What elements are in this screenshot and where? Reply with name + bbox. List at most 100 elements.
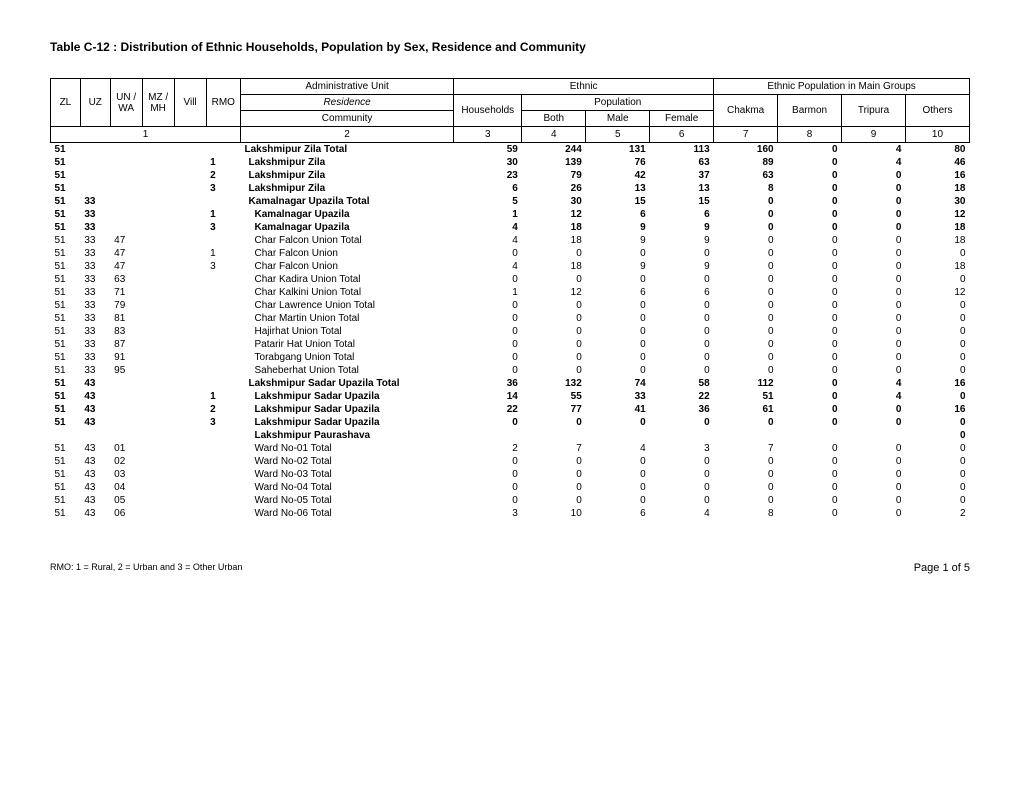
cell-female: 36 (650, 403, 714, 416)
cell-zl: 51 (51, 351, 81, 364)
cell-rmo (206, 481, 240, 494)
cell-others: 0 (905, 442, 969, 455)
table-row: 5133471Char Falcon Union00000000 (51, 247, 970, 260)
cell-zl: 51 (51, 364, 81, 377)
cell-mz (142, 377, 174, 390)
cell-uz: 33 (80, 221, 110, 234)
cell-female: 58 (650, 377, 714, 390)
cell-barmon: 0 (778, 234, 842, 247)
cell-hh: 59 (454, 143, 522, 157)
cell-zl: 51 (51, 208, 81, 221)
cell-others: 0 (905, 338, 969, 351)
cell-mz (142, 325, 174, 338)
cell-rmo: 1 (206, 156, 240, 169)
colnum-10: 10 (905, 127, 969, 143)
cell-others: 16 (905, 169, 969, 182)
table-row: 513395Saheberhat Union Total00000000 (51, 364, 970, 377)
cell-rmo: 1 (206, 247, 240, 260)
cell-admin: Char Martin Union Total (241, 312, 454, 325)
cell-hh: 0 (454, 351, 522, 364)
cell-un: 87 (110, 338, 142, 351)
cell-tripura: 0 (842, 481, 906, 494)
cell-rmo (206, 351, 240, 364)
cell-tripura: 4 (842, 377, 906, 390)
table-row: 5133473Char Falcon Union4189900018 (51, 260, 970, 273)
cell-female: 15 (650, 195, 714, 208)
cell-hh: 1 (454, 208, 522, 221)
cell-un: 47 (110, 260, 142, 273)
cell-barmon: 0 (778, 455, 842, 468)
cell-tripura: 0 (842, 416, 906, 429)
cell-vill (174, 351, 206, 364)
cell-others: 0 (905, 273, 969, 286)
cell-male: 0 (586, 338, 650, 351)
cell-vill (174, 403, 206, 416)
hdr-barmon: Barmon (778, 95, 842, 127)
cell-zl: 51 (51, 442, 81, 455)
cell-chakma: 0 (714, 208, 778, 221)
cell-tripura: 0 (842, 299, 906, 312)
cell-admin: Saheberhat Union Total (241, 364, 454, 377)
cell-chakma: 61 (714, 403, 778, 416)
cell-tripura: 0 (842, 221, 906, 234)
cell-hh: 0 (454, 247, 522, 260)
cell-others: 0 (905, 481, 969, 494)
cell-uz: 43 (80, 390, 110, 403)
cell-hh: 0 (454, 468, 522, 481)
cell-un: 91 (110, 351, 142, 364)
cell-zl: 51 (51, 390, 81, 403)
cell-hh: 1 (454, 286, 522, 299)
cell-tripura: 0 (842, 208, 906, 221)
cell-zl: 51 (51, 286, 81, 299)
cell-hh: 23 (454, 169, 522, 182)
cell-admin: Lakshmipur Sadar Upazila (241, 403, 454, 416)
cell-hh: 0 (454, 481, 522, 494)
cell-uz (80, 169, 110, 182)
cell-both: 7 (522, 442, 586, 455)
data-table: ZL UZ UN / WA MZ / MH Vill RMO Administr… (50, 78, 970, 520)
table-row: 514301Ward No-01 Total27437000 (51, 442, 970, 455)
page-number: Page 1 of 5 (914, 562, 970, 574)
colnum-8: 8 (778, 127, 842, 143)
cell-others: 18 (905, 182, 969, 195)
cell-mz (142, 156, 174, 169)
hdr-population: Population (522, 95, 714, 111)
cell-rmo (206, 507, 240, 520)
cell-uz (80, 143, 110, 157)
cell-chakma: 0 (714, 468, 778, 481)
cell-female: 0 (650, 325, 714, 338)
cell-un (110, 416, 142, 429)
cell-hh: 0 (454, 364, 522, 377)
cell-chakma: 8 (714, 507, 778, 520)
cell-vill (174, 494, 206, 507)
hdr-ethnic: Ethnic (454, 79, 714, 95)
colnum-7: 7 (714, 127, 778, 143)
table-header: ZL UZ UN / WA MZ / MH Vill RMO Administr… (51, 79, 970, 143)
cell-chakma: 0 (714, 247, 778, 260)
cell-female (650, 429, 714, 442)
cell-female: 0 (650, 494, 714, 507)
cell-tripura: 0 (842, 286, 906, 299)
cell-both: 77 (522, 403, 586, 416)
cell-mz (142, 351, 174, 364)
cell-rmo (206, 312, 240, 325)
cell-mz (142, 338, 174, 351)
cell-tripura: 0 (842, 247, 906, 260)
cell-zl: 51 (51, 338, 81, 351)
colnum-6: 6 (650, 127, 714, 143)
cell-mz (142, 247, 174, 260)
cell-both: 26 (522, 182, 586, 195)
cell-hh: 5 (454, 195, 522, 208)
cell-chakma: 51 (714, 390, 778, 403)
hdr-admin-unit: Administrative Unit (241, 79, 454, 95)
cell-tripura (842, 429, 906, 442)
cell-admin: Kamalnagar Upazila Total (241, 195, 454, 208)
cell-chakma: 0 (714, 455, 778, 468)
cell-uz: 43 (80, 455, 110, 468)
cell-female: 13 (650, 182, 714, 195)
cell-hh: 4 (454, 221, 522, 234)
cell-male: 0 (586, 481, 650, 494)
cell-mz (142, 312, 174, 325)
cell-both: 10 (522, 507, 586, 520)
cell-admin: Ward No-02 Total (241, 455, 454, 468)
